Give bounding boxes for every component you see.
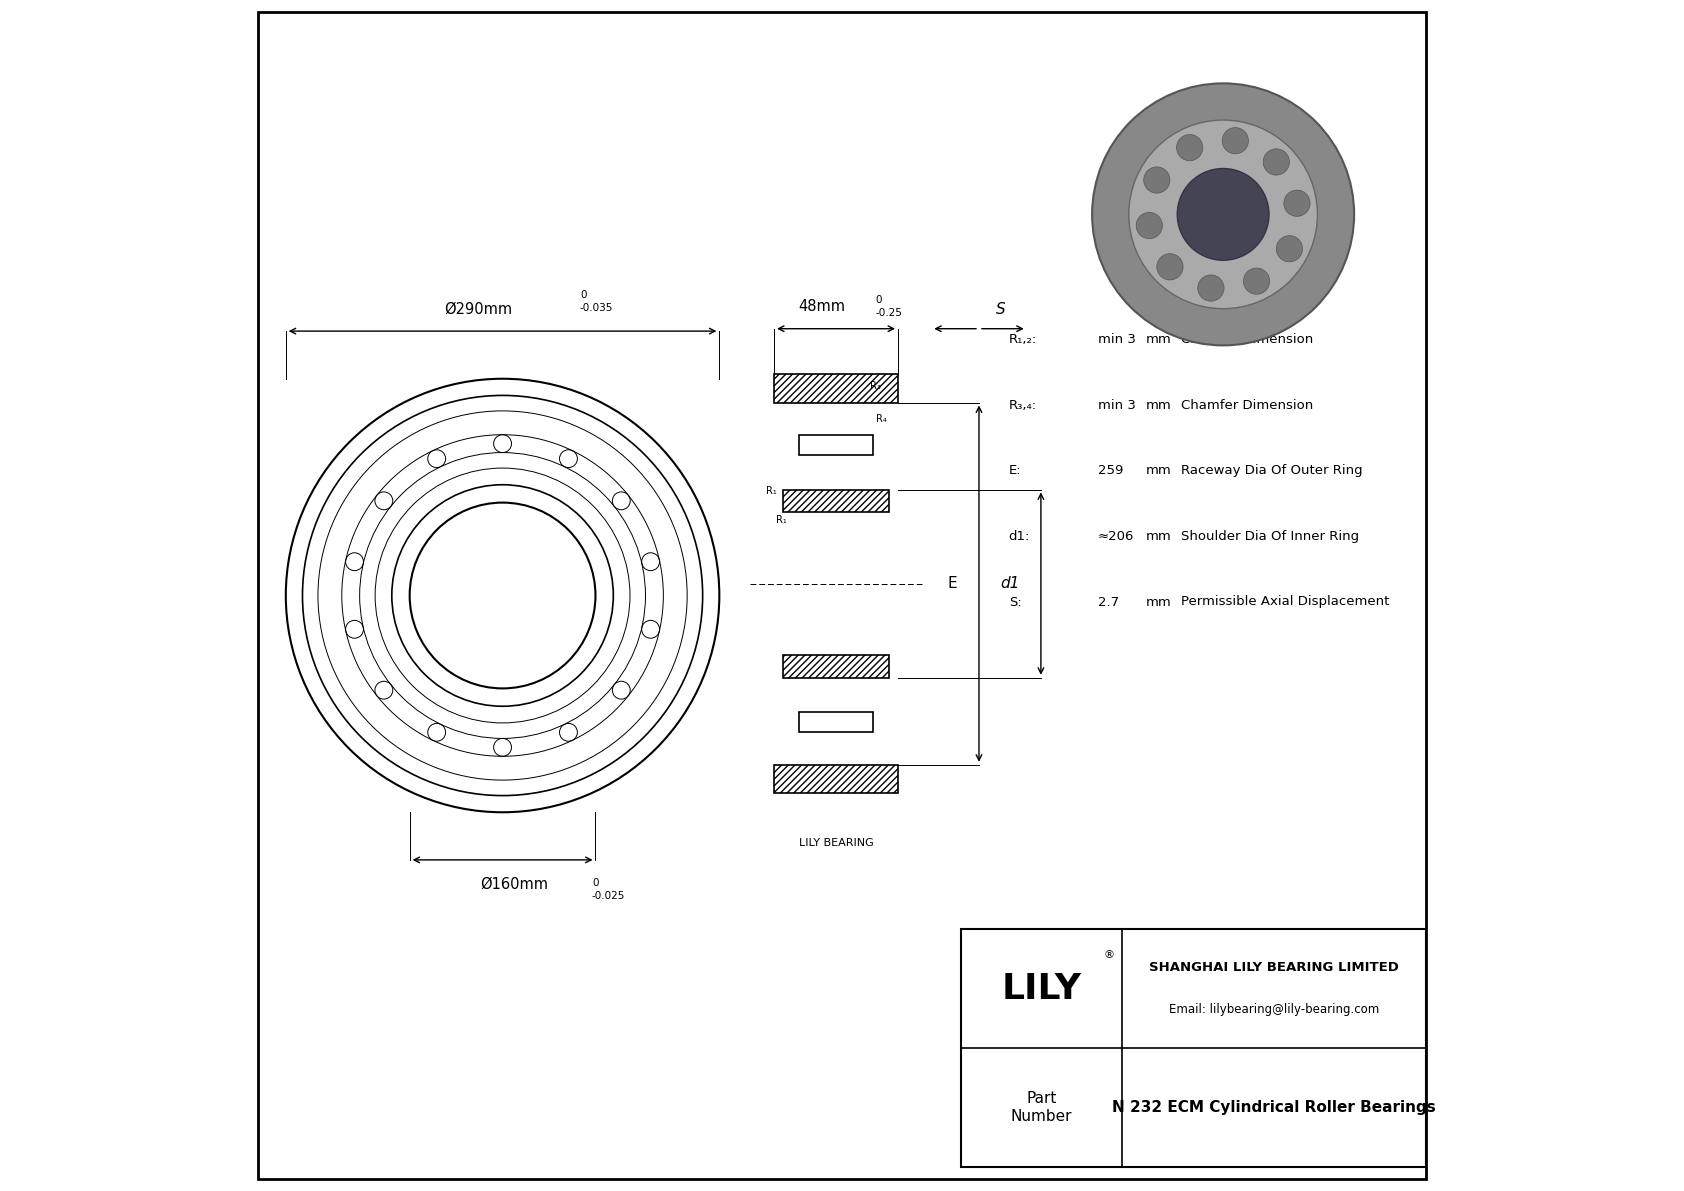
Polygon shape <box>798 435 874 455</box>
Circle shape <box>1276 236 1302 262</box>
Text: min 3: min 3 <box>1098 399 1137 412</box>
Text: mm: mm <box>1145 464 1172 478</box>
Circle shape <box>1157 254 1184 280</box>
Circle shape <box>1223 127 1248 154</box>
Text: Chamfer Dimension: Chamfer Dimension <box>1182 399 1314 412</box>
Text: mm: mm <box>1145 333 1172 347</box>
Text: R₄: R₄ <box>876 414 887 424</box>
Circle shape <box>1197 275 1224 301</box>
Text: 0: 0 <box>591 878 598 887</box>
Text: R₃: R₃ <box>871 381 881 391</box>
Circle shape <box>1177 169 1270 261</box>
Text: d1: d1 <box>1000 576 1019 591</box>
Text: Shoulder Dia Of Inner Ring: Shoulder Dia Of Inner Ring <box>1182 530 1359 543</box>
Text: min 3: min 3 <box>1098 333 1137 347</box>
Text: N 232 ECM Cylindrical Roller Bearings: N 232 ECM Cylindrical Roller Bearings <box>1111 1100 1436 1115</box>
Circle shape <box>1283 191 1310 217</box>
Text: SHANGHAI LILY BEARING LIMITED: SHANGHAI LILY BEARING LIMITED <box>1148 961 1399 973</box>
Text: R₁: R₁ <box>776 515 786 524</box>
Circle shape <box>1137 212 1162 238</box>
Polygon shape <box>783 490 889 512</box>
Text: Permissible Axial Displacement: Permissible Axial Displacement <box>1182 596 1389 609</box>
Text: -0.035: -0.035 <box>579 304 613 313</box>
Text: 48mm: 48mm <box>798 299 845 314</box>
Bar <box>962 929 1426 1167</box>
Text: 0: 0 <box>876 295 882 305</box>
Text: 2.7: 2.7 <box>1098 596 1120 609</box>
Circle shape <box>1128 120 1317 308</box>
Text: d1:: d1: <box>1009 530 1031 543</box>
Polygon shape <box>775 765 898 793</box>
Text: ≈206: ≈206 <box>1098 530 1135 543</box>
Text: 259: 259 <box>1098 464 1123 478</box>
Text: E:: E: <box>1009 464 1022 478</box>
Text: Part
Number: Part Number <box>1010 1091 1073 1124</box>
Text: Ø290mm: Ø290mm <box>445 301 514 317</box>
Polygon shape <box>783 655 889 678</box>
Circle shape <box>1177 135 1202 161</box>
Text: Ø160mm: Ø160mm <box>480 877 549 892</box>
Text: LILY BEARING: LILY BEARING <box>798 838 874 848</box>
Text: Chamfer Dimension: Chamfer Dimension <box>1182 333 1314 347</box>
Circle shape <box>1243 268 1270 294</box>
Circle shape <box>1143 167 1170 193</box>
Text: 0: 0 <box>579 291 586 300</box>
Text: mm: mm <box>1145 530 1172 543</box>
Text: LILY: LILY <box>1002 972 1081 1005</box>
Polygon shape <box>775 374 898 403</box>
Text: R₁,₂:: R₁,₂: <box>1009 333 1037 347</box>
Text: -0.25: -0.25 <box>876 308 903 318</box>
Text: -0.025: -0.025 <box>591 891 625 900</box>
Text: mm: mm <box>1145 399 1172 412</box>
Circle shape <box>1263 149 1290 175</box>
Text: R₁: R₁ <box>766 486 778 495</box>
Text: S:: S: <box>1009 596 1022 609</box>
Text: mm: mm <box>1145 596 1172 609</box>
Text: ®: ® <box>1103 950 1115 960</box>
Circle shape <box>1093 83 1354 345</box>
Polygon shape <box>798 712 874 732</box>
Text: Raceway Dia Of Outer Ring: Raceway Dia Of Outer Ring <box>1182 464 1362 478</box>
Text: E: E <box>948 576 958 591</box>
Text: S: S <box>995 301 1005 317</box>
Text: R₃,₄:: R₃,₄: <box>1009 399 1037 412</box>
Text: Email: lilybearing@lily-bearing.com: Email: lilybearing@lily-bearing.com <box>1169 1004 1379 1016</box>
